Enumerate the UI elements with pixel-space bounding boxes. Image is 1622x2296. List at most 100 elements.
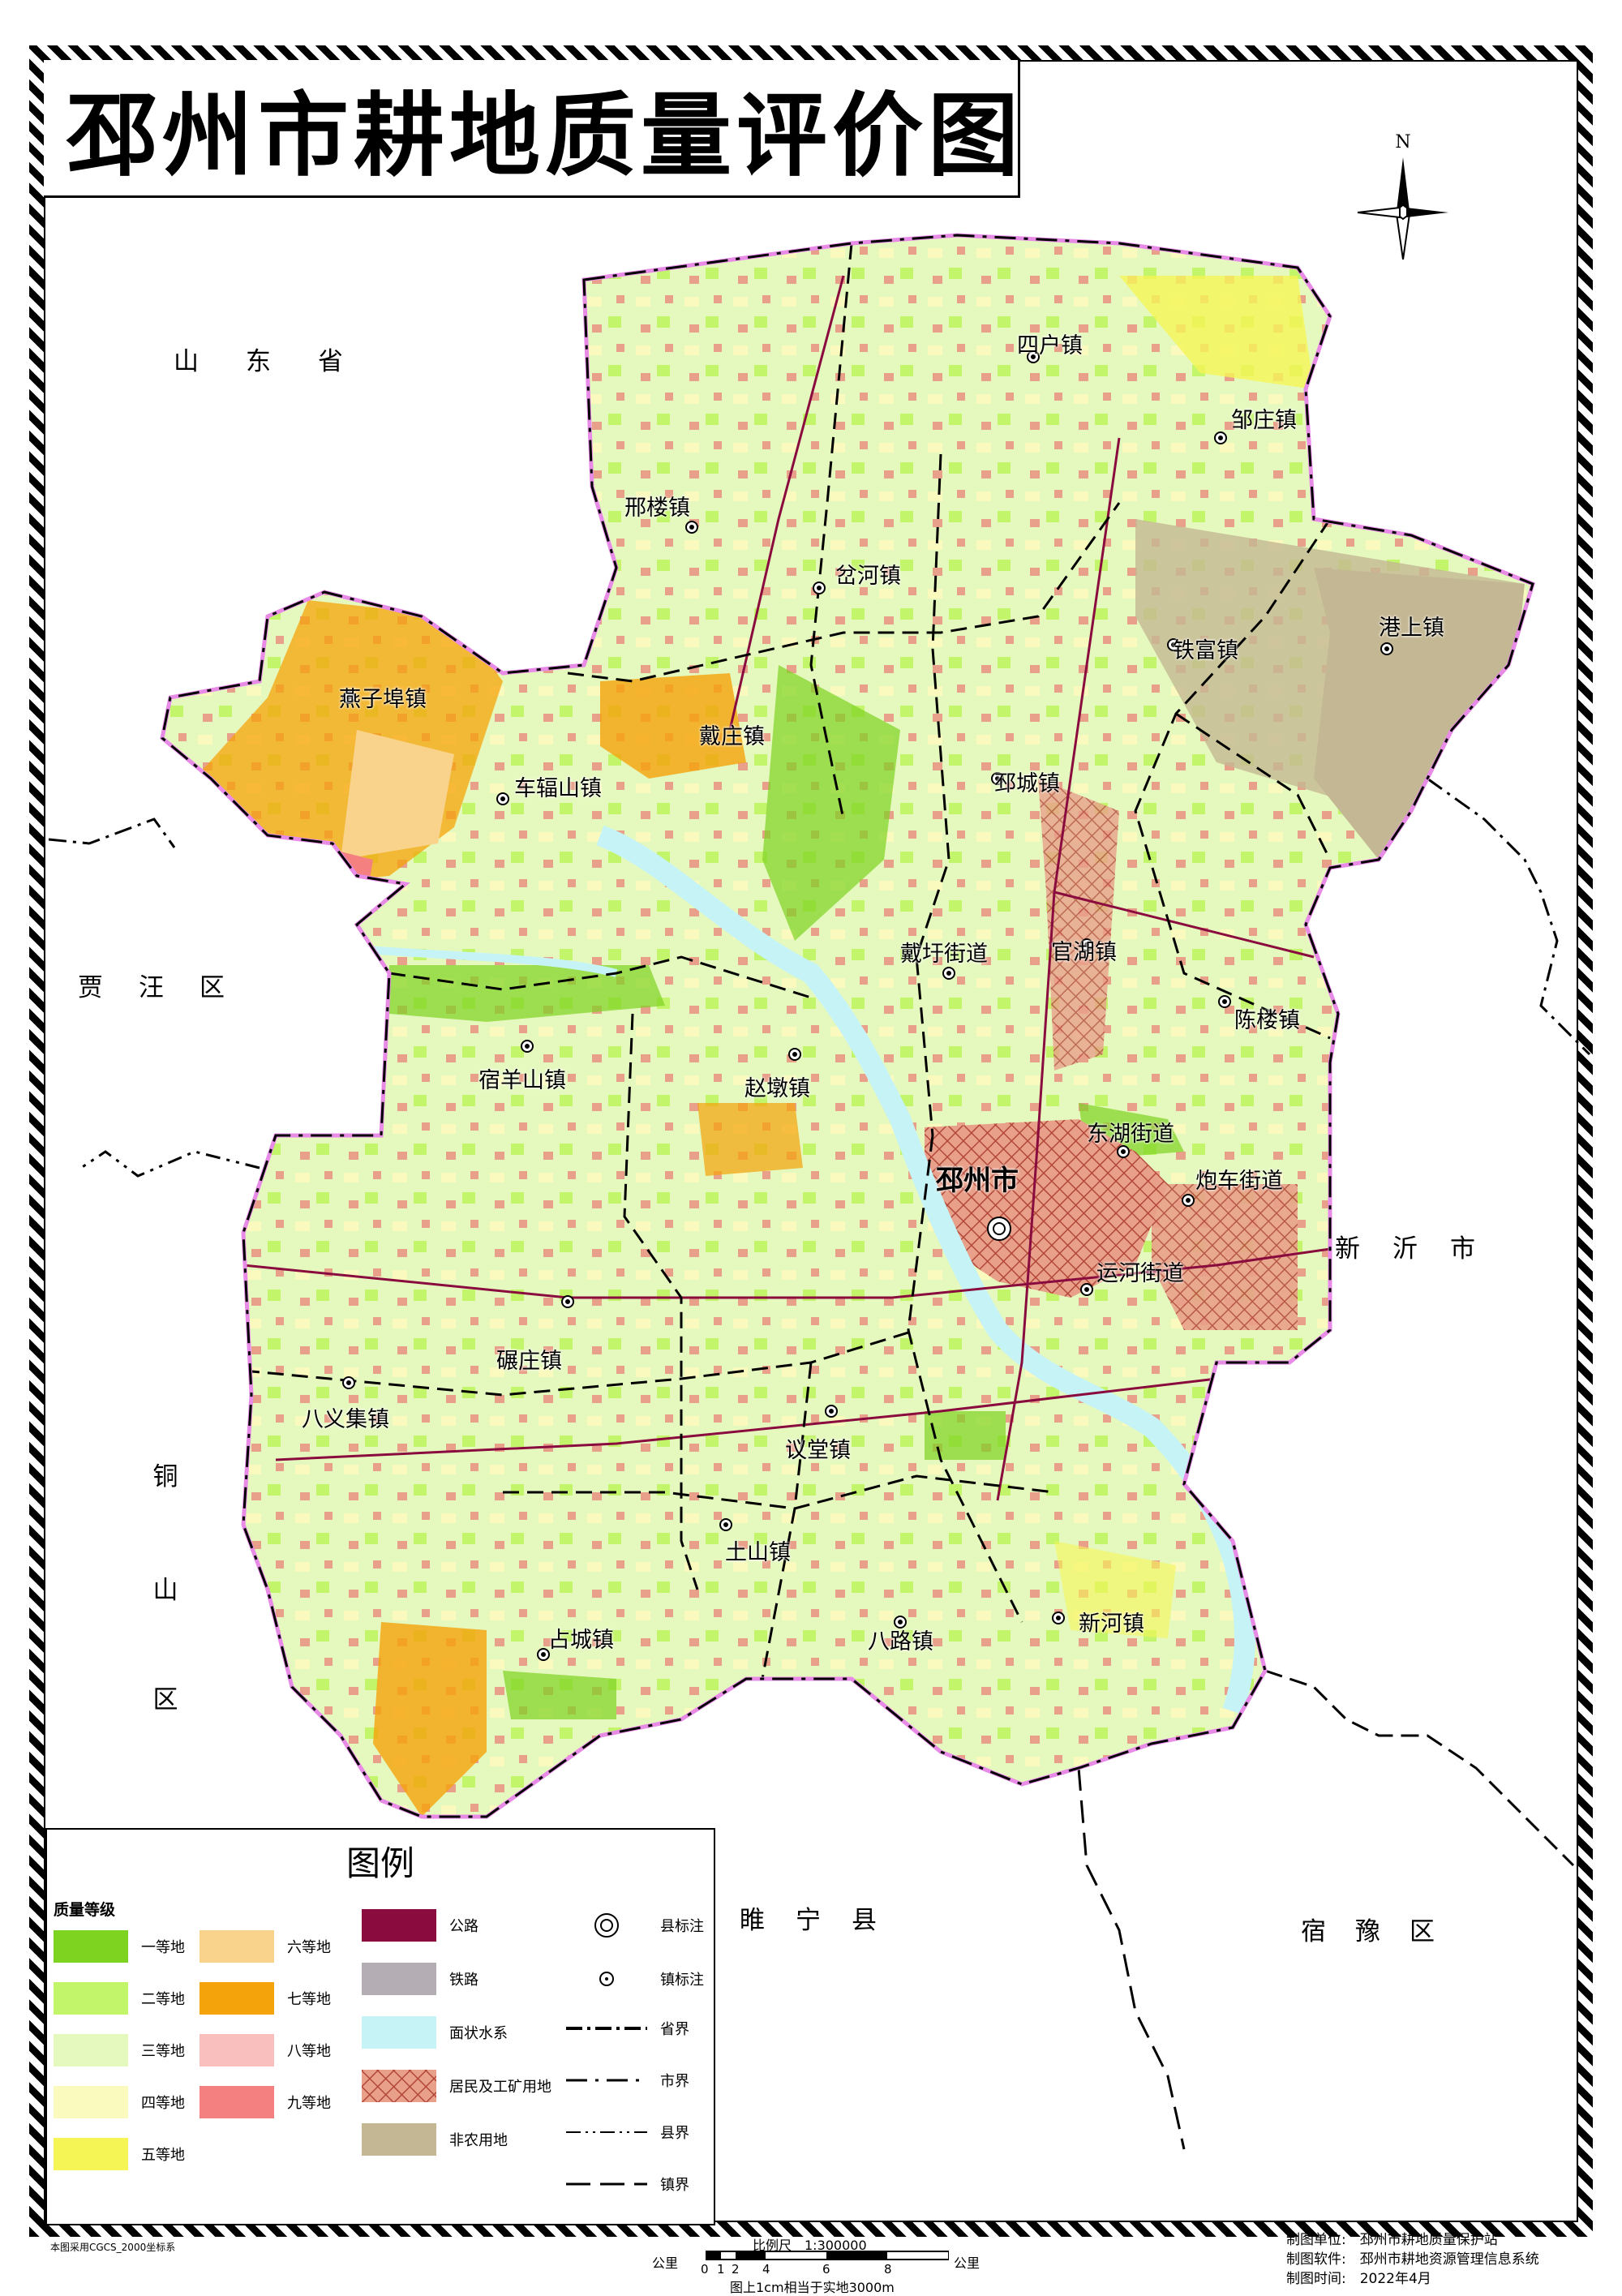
town-xinglou: 邢楼镇: [624, 496, 690, 521]
region-jiawang: 贾汪区: [78, 973, 260, 1002]
city-boundary-line-icon: [566, 2079, 647, 2082]
grade-7-label: 七等地: [287, 1991, 331, 2008]
legend-grade-5: 五等地: [54, 2138, 185, 2170]
railway-swatch: [362, 1963, 436, 1995]
region-suyu: 宿豫区: [1301, 1917, 1464, 1946]
county-fill: [162, 235, 1533, 1817]
province-boundary-line-icon: [566, 2027, 647, 2030]
town-zouzhuang: 邹庄镇: [1231, 408, 1297, 433]
north-arrow-icon: N: [1357, 132, 1448, 260]
town-daizhuang: 戴庄镇: [699, 724, 765, 749]
road-swatch: [362, 1909, 436, 1942]
legend-grade-9: 九等地: [200, 2086, 331, 2118]
legend-grade-8: 八等地: [200, 2034, 331, 2066]
town-boundary-label: 镇界: [660, 2177, 689, 2194]
town-gangshang: 港上镇: [1379, 616, 1444, 641]
water-label: 面状水系: [449, 2025, 508, 2042]
water-swatch: [362, 2016, 436, 2049]
town-suyangshan: 宿羊山镇: [478, 1068, 566, 1093]
region-tongshan-3: 区: [152, 1685, 178, 1714]
town-zhaodun: 赵墩镇: [744, 1076, 810, 1101]
grade-4-swatch: [54, 2086, 128, 2118]
legend-residential: 居民及工矿用地: [362, 2070, 551, 2102]
roads: [242, 275, 1331, 1501]
credit-org: 制图单位: 邳州市耕地质量保护站: [1286, 2232, 1498, 2248]
county-seat-marker: [987, 1217, 1011, 1241]
scale-tick-6: 6: [822, 2262, 830, 2277]
legend-grade-4: 四等地: [54, 2086, 185, 2118]
town-guanhu: 官湖镇: [1051, 940, 1117, 965]
legend-county-seat: 县标注: [566, 1911, 704, 1940]
grade-6-swatch: [200, 1930, 274, 1963]
legend-grade-heading: 质量等级: [54, 1901, 116, 1919]
county-seat-label: 县标注: [660, 1918, 704, 1935]
grade-1-label: 一等地: [141, 1939, 185, 1956]
legend-grade-3: 三等地: [54, 2034, 185, 2066]
grade-8-swatch: [200, 2034, 274, 2066]
scale-tick-1: 1: [717, 2262, 725, 2277]
grade-6-label: 六等地: [287, 1939, 331, 1956]
county-boundary-label: 县界: [660, 2125, 689, 2142]
town-tushan: 土山镇: [725, 1540, 791, 1565]
scale-tick-4: 4: [762, 2262, 770, 2277]
town-chahe: 岔河镇: [835, 564, 901, 589]
town-yitang: 议堂镇: [785, 1438, 851, 1463]
grade-8-label: 八等地: [287, 2043, 331, 2060]
scale-tick-8: 8: [884, 2262, 892, 2277]
grade-9-swatch: [200, 2086, 274, 2118]
legend-railway: 铁路: [362, 1963, 478, 1995]
region-xinyi: 新沂市: [1335, 1234, 1508, 1264]
river: [596, 825, 1255, 1715]
town-yanzibu: 燕子埠镇: [339, 687, 427, 712]
grade-1-swatch: [54, 1930, 128, 1963]
town-sihu: 四户镇: [1017, 333, 1083, 358]
legend-road: 公路: [362, 1909, 478, 1942]
town-balu: 八路镇: [868, 1629, 933, 1654]
grade-3-swatch: [54, 2034, 128, 2066]
grade-9-label: 九等地: [287, 2095, 331, 2112]
grade-5-swatch: [54, 2138, 128, 2170]
scale-tick-2: 2: [732, 2262, 740, 2277]
town-markers: [342, 350, 1393, 1661]
legend-city-boundary: 市界: [566, 2070, 689, 2091]
town-boundaries: [242, 242, 1332, 1680]
legend-title: 图例: [345, 1843, 414, 1883]
scale-tick-0: 0: [701, 2262, 709, 2277]
legend-grade-1: 一等地: [54, 1930, 185, 1963]
legend-grade-7: 七等地: [200, 1982, 331, 2015]
town-bayiji: 八义集镇: [302, 1407, 389, 1432]
scale-bar-graphic: [706, 2251, 949, 2260]
region-tongshan-1: 铜: [152, 1462, 178, 1491]
grade-2-label: 二等地: [141, 1991, 185, 2008]
scale-note: 图上1cm相当于实地3000m: [730, 2280, 895, 2295]
town-chefushan: 车辐山镇: [514, 776, 602, 801]
town-daiyu: 戴圩街道: [900, 942, 988, 967]
legend-nonagri: 非农用地: [362, 2123, 508, 2156]
legend: 图例 质量等级 一等地 二等地 三等地 四等地 五等地 六等地 七等地 八等地 …: [45, 1828, 715, 2225]
town-boundary-line-icon: [566, 2182, 647, 2186]
residential-label: 居民及工矿用地: [449, 2079, 551, 2096]
title-box: 邳州市耕地质量评价图: [44, 60, 1020, 198]
region-tongshan-2: 山: [152, 1576, 178, 1605]
town-zhancheng: 占城镇: [548, 1628, 614, 1653]
legend-grade-2: 二等地: [54, 1982, 185, 2015]
scale-unit-right: 公里: [954, 2255, 980, 2271]
legend-province-boundary: 省界: [566, 2018, 689, 2039]
north-label: N: [1395, 132, 1410, 152]
residential-swatch: [362, 2070, 436, 2102]
town-paoche: 炮车街道: [1195, 1169, 1283, 1194]
city-label: 邳州市: [936, 1165, 1019, 1197]
grade-3-label: 三等地: [141, 2043, 185, 2060]
legend-water: 面状水系: [362, 2016, 508, 2049]
province-boundary-label: 省界: [660, 2021, 689, 2038]
scale-title: 比例尺 1:300000: [753, 2238, 867, 2253]
railway-label: 铁路: [449, 1972, 478, 1989]
town-yunhe: 运河街道: [1096, 1261, 1184, 1286]
external-boundaries: [48, 777, 1591, 2150]
legend-grade-6: 六等地: [200, 1930, 331, 1963]
credit-date: 制图时间: 2022年4月: [1286, 2271, 1431, 2287]
town-xinhe: 新河镇: [1079, 1611, 1144, 1637]
grade-2-swatch: [54, 1982, 128, 2015]
grade-5-label: 五等地: [141, 2147, 185, 2164]
